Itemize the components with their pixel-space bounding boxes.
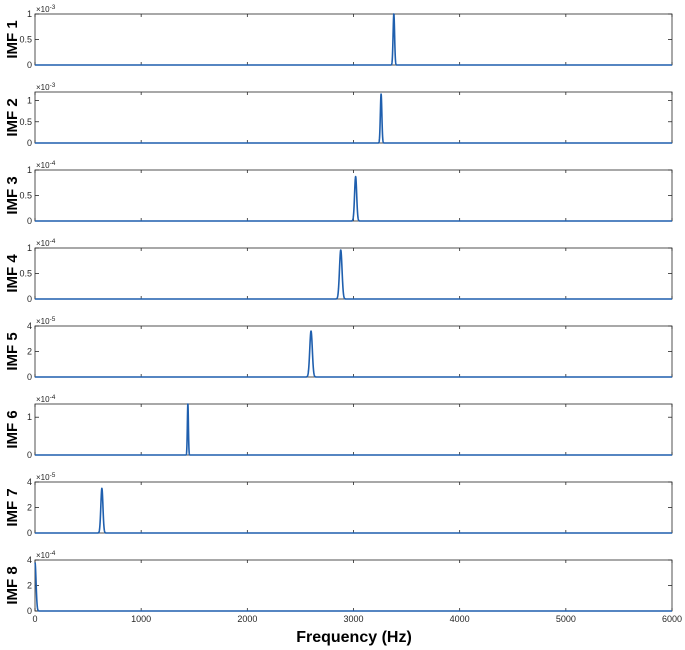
plot-box xyxy=(34,481,673,534)
spectrum-line xyxy=(34,487,673,534)
y-tick-label: 0 xyxy=(27,294,32,304)
exponent-power: -4 xyxy=(50,160,56,167)
y-axis-label: IMF 4 xyxy=(4,254,21,293)
y-tick-label: 0 xyxy=(27,60,32,70)
y-axis-label: IMF 8 xyxy=(4,566,21,604)
y-tick-label: 0.5 xyxy=(19,35,32,45)
exponent-base: ×10 xyxy=(36,83,50,92)
y-exponent-label: ×10-5 xyxy=(36,472,56,482)
y-tick-label: 1 xyxy=(27,96,32,106)
y-tick-label: 0.5 xyxy=(19,191,32,201)
plot-box xyxy=(34,325,673,378)
x-tick-label: 3000 xyxy=(343,614,363,624)
plot-box xyxy=(34,403,673,456)
exponent-base: ×10 xyxy=(36,161,50,170)
y-tick-label: 0 xyxy=(27,450,32,460)
y-exponent-label: ×10-4 xyxy=(36,550,56,560)
y-tick-label: 0 xyxy=(27,372,32,382)
y-axis-label: IMF 5 xyxy=(4,332,21,370)
plot-box xyxy=(34,13,673,66)
x-tick-label: 1000 xyxy=(131,614,151,624)
y-tick-label: 0 xyxy=(27,216,32,226)
y-exponent-label: ×10-3 xyxy=(36,82,56,92)
imf-panel-4: 0 0.5 1 ×10-4 IMF 4 xyxy=(4,238,673,304)
exponent-power: -3 xyxy=(50,4,56,11)
imf-panel-8: 0 2 4 ×10-4 IMF 8 xyxy=(4,550,673,616)
plot-box xyxy=(34,559,673,612)
y-tick-label: 4 xyxy=(27,477,32,487)
exponent-base: ×10 xyxy=(36,5,50,14)
y-tick-label: 0 xyxy=(27,138,32,148)
y-axis-label: IMF 3 xyxy=(4,176,21,214)
exponent-power: -3 xyxy=(50,82,56,89)
y-tick-label: 0.5 xyxy=(19,269,32,279)
y-exponent-label: ×10-5 xyxy=(36,316,56,326)
spectrum-line xyxy=(34,93,673,144)
y-tick-label: 2 xyxy=(27,503,32,513)
spectrum-line xyxy=(34,403,673,456)
y-tick-label: 2 xyxy=(27,347,32,357)
exponent-power: -4 xyxy=(50,394,56,401)
y-axis-label: IMF 6 xyxy=(4,410,21,448)
x-tick-label: 4000 xyxy=(450,614,470,624)
y-axis-label: IMF 1 xyxy=(4,20,21,58)
exponent-base: ×10 xyxy=(36,395,50,404)
y-exponent-label: ×10-4 xyxy=(36,394,56,404)
plot-box xyxy=(34,91,673,144)
imf-panel-2: 0 0.5 1 ×10-3 IMF 2 xyxy=(4,82,673,148)
x-axis: 0 1000 2000 3000 4000 5000 6000 xyxy=(32,614,682,624)
x-axis-label: Frequency (Hz) xyxy=(296,629,412,646)
y-tick-label: 1 xyxy=(27,9,32,19)
y-tick-label: 2 xyxy=(27,581,32,591)
y-tick-label: 4 xyxy=(27,555,32,565)
y-axis-label: IMF 7 xyxy=(4,488,21,526)
imf-panel-5: 0 2 4 ×10-5 IMF 5 xyxy=(4,316,673,382)
y-tick-label: 4 xyxy=(27,321,32,331)
x-tick-label: 0 xyxy=(32,614,37,624)
imf-panel-6: 0 1 ×10-4 IMF 6 xyxy=(4,394,673,460)
spectrum-line xyxy=(34,175,673,222)
x-tick-label: 6000 xyxy=(662,614,682,624)
x-tick-label: 2000 xyxy=(237,614,257,624)
y-tick-label: 0 xyxy=(27,528,32,538)
exponent-power: -5 xyxy=(50,316,56,323)
spectrum-line xyxy=(34,13,673,66)
spectrum-line xyxy=(34,249,673,300)
imf-panel-1: 0 0.5 1 ×10-3 IMF 1 xyxy=(4,4,673,70)
exponent-power: -4 xyxy=(50,550,56,557)
y-exponent-label: ×10-4 xyxy=(36,238,56,248)
y-tick-label: 0.5 xyxy=(19,117,32,127)
exponent-base: ×10 xyxy=(36,317,50,326)
plot-box xyxy=(34,247,673,300)
spectrum-line xyxy=(34,330,673,378)
y-tick-label: 1 xyxy=(27,165,32,175)
y-tick-label: 1 xyxy=(27,412,32,422)
exponent-base: ×10 xyxy=(36,239,50,248)
exponent-power: -4 xyxy=(50,238,56,245)
y-axis-label: IMF 2 xyxy=(4,98,21,136)
y-tick-label: 1 xyxy=(27,243,32,253)
exponent-power: -5 xyxy=(50,472,56,479)
spectrum-line xyxy=(34,561,673,612)
y-tick-label: 0 xyxy=(27,606,32,616)
x-tick-label: 5000 xyxy=(556,614,576,624)
imf-panel-7: 0 2 4 ×10-5 IMF 7 xyxy=(4,472,673,538)
exponent-base: ×10 xyxy=(36,551,50,560)
y-exponent-label: ×10-3 xyxy=(36,4,56,14)
imf-panel-3: 0 0.5 1 ×10-4 IMF 3 xyxy=(4,160,673,226)
exponent-base: ×10 xyxy=(36,473,50,482)
y-exponent-label: ×10-4 xyxy=(36,160,56,170)
